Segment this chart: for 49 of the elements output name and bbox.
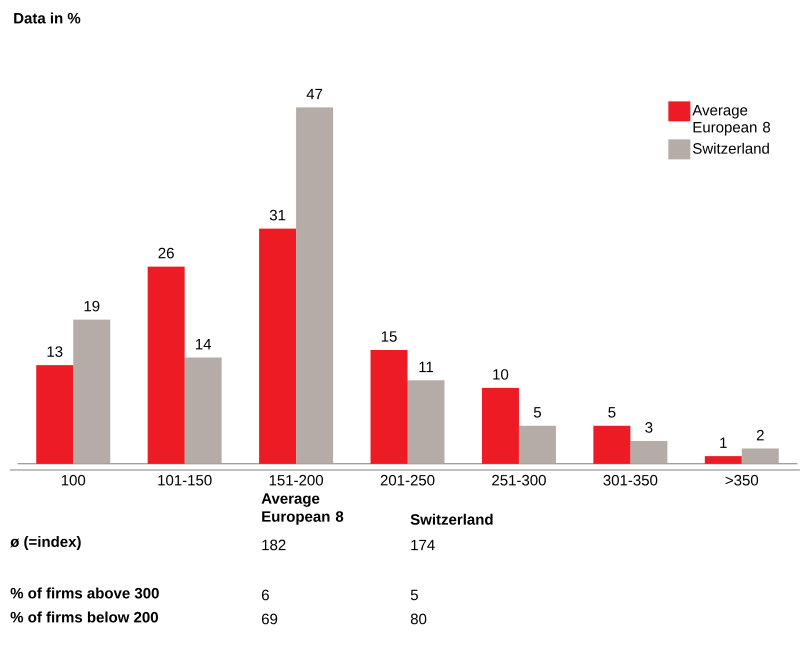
bar [408, 380, 445, 464]
data-label: 11 [419, 362, 434, 372]
x-tick-label: 151-200 [270, 474, 324, 486]
x-tick-label: 301-350 [603, 474, 658, 486]
text: 182 [262, 540, 286, 550]
x-tick-label: 251-300 [492, 474, 546, 486]
bar [518, 426, 556, 464]
data-label: 15 [382, 331, 397, 342]
text: 5 [410, 590, 418, 600]
data-label: 14 [196, 339, 212, 350]
text: 80 [410, 614, 426, 624]
text: 69 [262, 614, 278, 624]
bar [296, 107, 334, 464]
legend-label: Average European 8 [692, 105, 770, 136]
chart-title: Data in % [14, 12, 80, 24]
data-label: 13 [48, 346, 62, 357]
data-label: 2 [756, 430, 764, 440]
bar [593, 426, 630, 464]
bar [482, 388, 519, 464]
bar [742, 448, 779, 464]
x-tick-label: 201-250 [380, 474, 434, 486]
data-label: 47 [306, 88, 322, 100]
x-tick-label: 100 [62, 474, 86, 486]
data-label: 31 [270, 210, 286, 220]
text: Switzerland [410, 514, 493, 525]
data-label: 3 [645, 422, 652, 433]
bar [370, 350, 408, 464]
legend-label: Switzerland [693, 142, 769, 154]
x-tick-label: 101-150 [158, 474, 212, 486]
bar [630, 440, 668, 464]
data-label: 5 [534, 407, 541, 418]
text: Average European 8 [262, 493, 344, 525]
text: ø (=index) [10, 536, 81, 550]
bar [73, 320, 110, 464]
bar [36, 365, 74, 464]
text: % of firms below 200 [10, 611, 158, 622]
bar [148, 266, 185, 464]
data-label: 1 [720, 438, 727, 448]
text: % of firms above 300 [10, 587, 159, 599]
text: 174 [411, 540, 435, 550]
bar [259, 228, 296, 464]
data-label: 5 [608, 407, 616, 418]
bar [184, 358, 222, 464]
x-tick-label: >350 [726, 474, 758, 486]
data-label: 10 [493, 369, 508, 380]
data-label: 26 [158, 248, 174, 258]
data-label: 19 [84, 300, 100, 312]
bar [704, 456, 742, 464]
text: 6 [262, 590, 269, 600]
